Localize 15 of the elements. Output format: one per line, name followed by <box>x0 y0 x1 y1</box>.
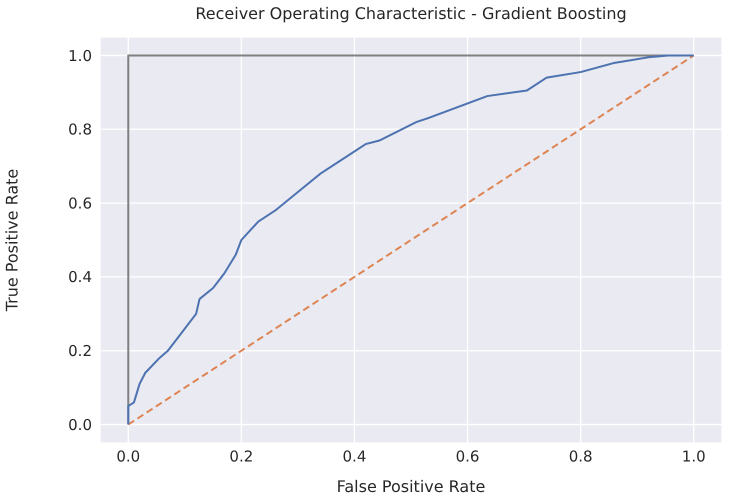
x-tick-label: 0.4 <box>342 448 366 466</box>
y-tick-label: 0.0 <box>68 416 92 434</box>
x-tick-label: 1.0 <box>682 448 706 466</box>
y-tick-label: 0.8 <box>68 120 92 139</box>
x-axis-title: False Positive Rate <box>336 477 486 494</box>
y-tick-label: 0.2 <box>68 342 92 360</box>
x-tick-label: 0.2 <box>229 448 254 466</box>
y-axis-title: True Positive Rate <box>2 168 22 312</box>
x-tick-label: 0.0 <box>116 448 140 466</box>
chart-title: Receiver Operating Characteristic - Gradient Boosting <box>194 4 628 23</box>
x-tick-label: 0.8 <box>568 448 593 466</box>
x-tick-label: 0.6 <box>456 448 480 466</box>
y-tick-label: 1.0 <box>68 46 92 65</box>
y-tick-label: 0.4 <box>68 268 92 286</box>
y-tick-label: 0.6 <box>68 194 92 212</box>
